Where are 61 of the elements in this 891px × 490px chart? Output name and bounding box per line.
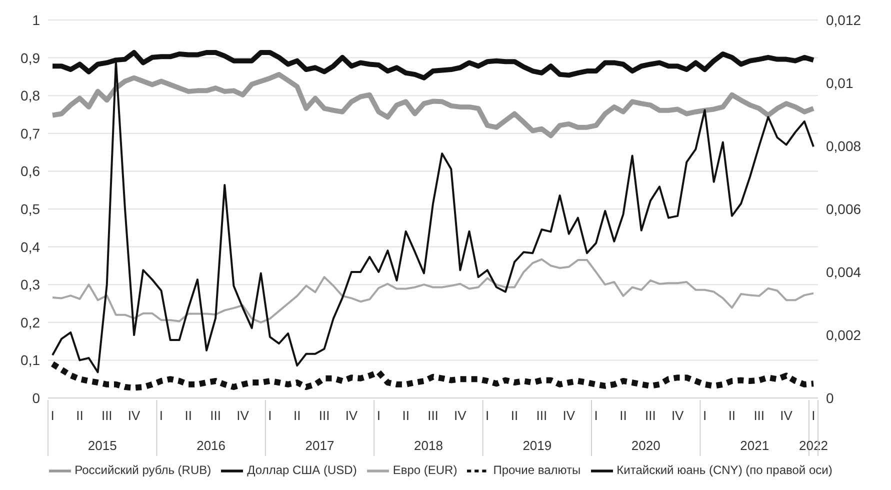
text: 2015 <box>88 438 117 453</box>
y2-tick-label: 0,006 <box>826 200 862 217</box>
y-tick-label: 1 <box>32 12 40 28</box>
text: 2018 <box>414 438 443 453</box>
legend-label: Доллар США (USD) <box>247 463 357 478</box>
x-tick-label: III <box>644 408 656 423</box>
y2-tick-label: 0,01 <box>826 74 854 91</box>
legend-label: Китайский юань (CNY) (по правой оси) <box>616 463 832 478</box>
x-tick-label: II <box>402 408 410 423</box>
x-tick-label: IV <box>454 408 467 423</box>
x-tick-label: IV <box>780 408 793 423</box>
text: 2022 <box>799 438 828 453</box>
y-tick-label: 0 <box>32 390 40 406</box>
x-tick-label: IV <box>236 408 250 423</box>
y2-tick-label: 0,004 <box>826 264 862 280</box>
text: 2020 <box>631 438 660 453</box>
x-tick-label: I <box>486 408 490 423</box>
x-tick-label: III <box>754 408 765 423</box>
x-tick-label: I <box>159 408 164 423</box>
x-tick-label: II <box>620 408 627 423</box>
line-series <box>52 258 814 324</box>
y-tick-label: 0,7 <box>20 125 40 142</box>
y-tick-label: 0,9 <box>20 50 40 66</box>
x-tick-label: IV <box>128 408 141 423</box>
y2-tick-label: 0,002 <box>826 326 862 343</box>
x-tick-label: I <box>702 408 707 423</box>
y2-tick-label: 0,008 <box>826 138 862 154</box>
x-tick-label: II <box>510 408 518 423</box>
legend-label: Российский рубль (RUB) <box>74 463 212 478</box>
x-tick-label: I <box>376 408 380 423</box>
y-tick-label: 0,8 <box>20 88 40 104</box>
y-tick-label: 0,2 <box>20 314 40 330</box>
text: 2017 <box>305 438 334 453</box>
x-tick-label: III <box>428 408 438 423</box>
y2-tick-label: 0,012 <box>826 12 862 28</box>
text: 2021 <box>740 438 770 453</box>
legend-label: Евро (EUR) <box>392 463 458 478</box>
x-tick-label: I <box>268 408 272 423</box>
text: 2016 <box>196 438 226 453</box>
x-tick-label: II <box>294 408 301 423</box>
x-tick-label: II <box>184 408 192 423</box>
x-tick-label: III <box>318 408 330 423</box>
x-tick-label: I <box>50 408 54 423</box>
x-tick-label: II <box>728 408 736 423</box>
y2-tick-label: 0 <box>826 390 834 406</box>
x-tick-label: I <box>812 408 816 423</box>
x-tick-label: III <box>101 408 112 423</box>
y-tick-label: 0,3 <box>20 276 40 293</box>
legend-label: Прочие валюты <box>493 463 581 478</box>
x-tick-label: III <box>536 408 548 423</box>
text: 2019 <box>522 438 552 453</box>
y-tick-label: 0,1 <box>20 352 40 368</box>
x-tick-label: IV <box>562 408 576 423</box>
x-tick-label: I <box>594 408 598 423</box>
y-tick-label: 0,6 <box>20 163 40 180</box>
x-tick-label: III <box>210 408 222 423</box>
x-tick-label: II <box>76 408 84 423</box>
x-tick-label: IV <box>671 408 684 423</box>
y-tick-label: 0,5 <box>20 200 40 217</box>
y-tick-label: 0,4 <box>20 238 40 255</box>
x-tick-label: IV <box>345 408 358 423</box>
